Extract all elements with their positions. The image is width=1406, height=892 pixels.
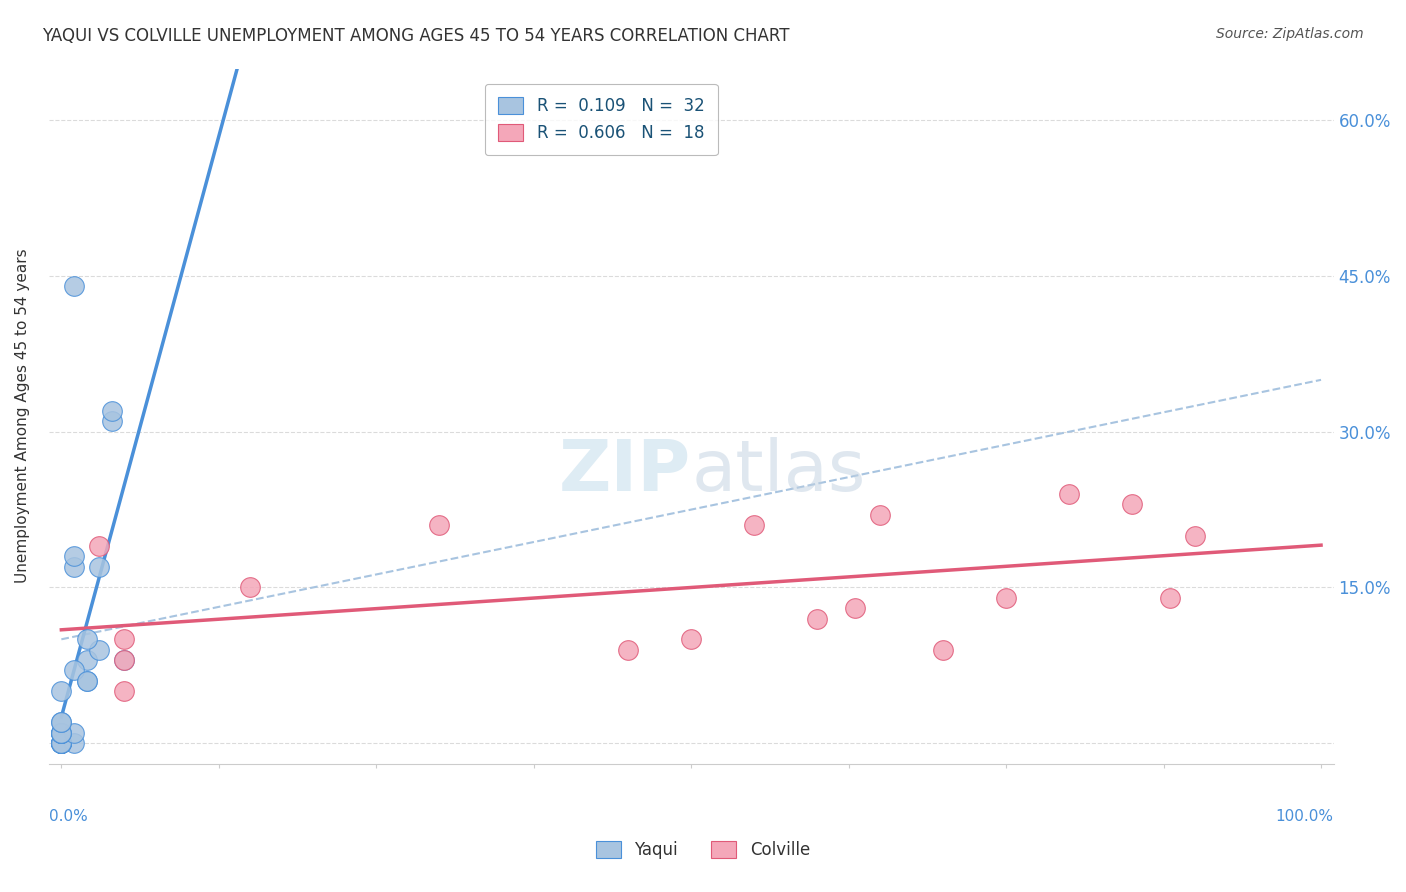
Point [51,725,73,739]
Point [112,653,135,667]
Point [51,725,73,739]
Point [51,736,73,750]
Point [932,642,955,657]
Point [1184,528,1206,542]
Point [112,632,135,647]
Point [51,736,73,750]
Point [63,559,86,574]
Text: Source: ZipAtlas.com: Source: ZipAtlas.com [1216,27,1364,41]
Text: YAQUI VS COLVILLE UNEMPLOYMENT AMONG AGES 45 TO 54 YEARS CORRELATION CHART: YAQUI VS COLVILLE UNEMPLOYMENT AMONG AGE… [42,27,790,45]
Point [76,673,98,688]
Point [63,736,86,750]
Point [63,549,86,564]
Point [844,601,866,615]
Point [617,642,640,657]
Point [51,736,73,750]
Point [995,591,1018,605]
Point [806,611,828,625]
Point [51,715,73,730]
Point [51,715,73,730]
Text: atlas: atlas [692,437,866,507]
Text: 100.0%: 100.0% [1275,809,1334,824]
Point [1159,591,1181,605]
Point [427,518,450,533]
Point [89,642,111,657]
Legend: R =  0.109   N =  32, R =  0.606   N =  18: R = 0.109 N = 32, R = 0.606 N = 18 [485,84,717,155]
Legend: Yaqui, Colville: Yaqui, Colville [589,834,817,866]
Point [239,581,262,595]
Point [100,414,122,428]
Point [742,518,765,533]
Point [51,725,73,739]
Point [51,736,73,750]
Point [76,632,98,647]
Point [1057,487,1080,501]
Point [89,559,111,574]
Point [1121,497,1143,511]
Point [51,684,73,698]
Y-axis label: Unemployment Among Ages 45 to 54 years: Unemployment Among Ages 45 to 54 years [15,249,30,583]
Point [63,664,86,678]
Point [112,653,135,667]
Point [869,508,891,522]
Text: ZIP: ZIP [560,437,692,507]
Point [63,279,86,293]
Point [51,736,73,750]
Point [51,736,73,750]
Point [100,404,122,418]
Point [76,653,98,667]
Point [51,736,73,750]
Text: 0.0%: 0.0% [49,809,87,824]
Point [51,725,73,739]
Point [112,684,135,698]
Point [89,539,111,553]
Point [76,673,98,688]
Point [51,725,73,739]
Point [63,725,86,739]
Point [51,736,73,750]
Point [51,736,73,750]
Point [681,632,703,647]
